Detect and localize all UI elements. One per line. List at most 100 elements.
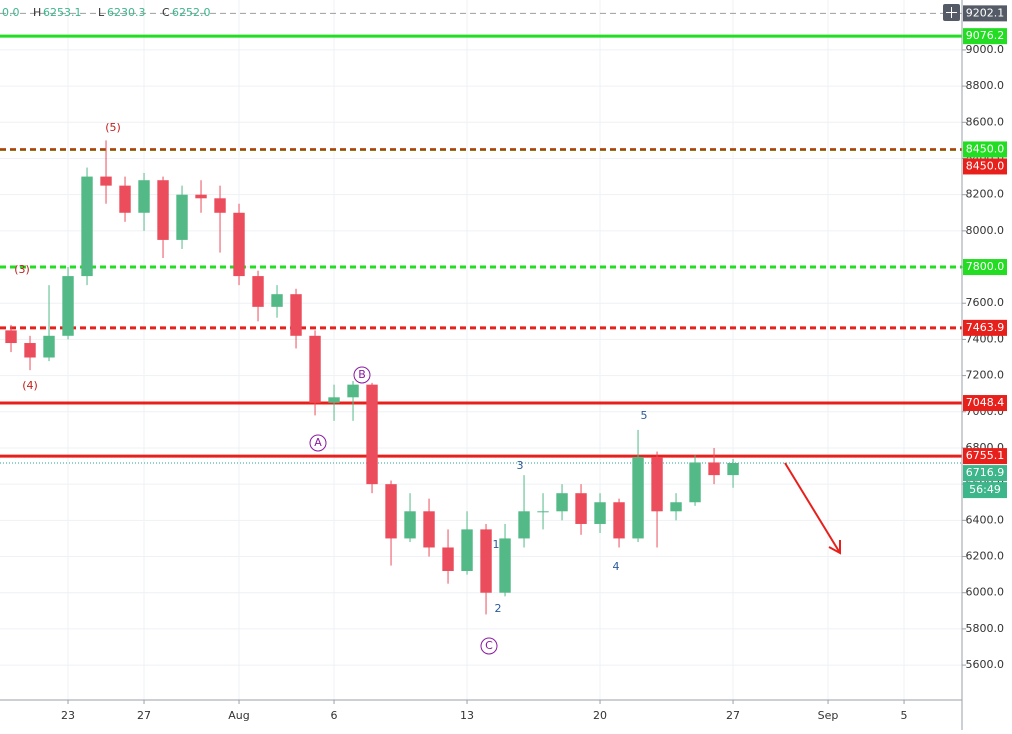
candle-body — [233, 212, 245, 277]
y-tick-label: 8600.0 — [966, 115, 1005, 128]
candle-body — [613, 502, 625, 539]
forecast-arrow — [784, 462, 841, 555]
candle-body — [252, 276, 264, 307]
wave-label: C — [485, 639, 493, 652]
y-tick-label: 7200.0 — [966, 369, 1005, 382]
wave-label: (5) — [105, 121, 121, 134]
ohlc-label: C — [162, 6, 170, 19]
x-tick-label: Aug — [228, 709, 249, 722]
x-tick-label: Sep — [818, 709, 839, 722]
candle-body — [138, 180, 150, 213]
y-tick-label: 6200.0 — [966, 550, 1005, 563]
candle-body — [347, 384, 359, 398]
wave-label: A — [314, 436, 322, 449]
price-tag — [963, 319, 1007, 336]
candle-body — [708, 462, 720, 476]
candle-body — [290, 294, 302, 336]
y-tick-label: 5600.0 — [966, 658, 1005, 671]
price-tag-label: 6716.9 — [966, 466, 1005, 479]
x-tick-label: 23 — [61, 709, 75, 722]
ohlc-label: H — [33, 6, 41, 19]
wave-label: 4 — [613, 560, 620, 573]
candle-body — [689, 462, 701, 503]
y-tick-label: 7600.0 — [966, 296, 1005, 309]
candle-body — [632, 457, 644, 539]
price-tag — [963, 158, 1007, 175]
price-tag — [963, 465, 1007, 482]
y-tick-label: 9000.0 — [966, 43, 1005, 56]
price-tag — [963, 448, 1007, 465]
wave-label: 3 — [517, 459, 524, 472]
y-tick-label: 8200.0 — [966, 188, 1005, 201]
x-tick-label: 6 — [331, 709, 338, 722]
candle-body — [100, 176, 112, 186]
candle-body — [670, 502, 682, 512]
candle-body — [385, 484, 397, 539]
y-tick-label: 8000.0 — [966, 224, 1005, 237]
candle-body — [328, 397, 340, 403]
x-tick-label: 27 — [726, 709, 740, 722]
y-tick-label: 5800.0 — [966, 622, 1005, 635]
candle-body — [727, 462, 739, 476]
candle-body — [442, 547, 454, 572]
wave-circle — [309, 434, 327, 452]
candle-body — [43, 335, 55, 358]
price-tag-label: 8450.0 — [966, 159, 1005, 172]
wave-circle — [480, 637, 498, 655]
wave-label: 1 — [493, 538, 500, 551]
candle-body — [62, 276, 74, 336]
price-tag-label: 7463.9 — [966, 321, 1005, 334]
price-tag — [963, 28, 1007, 45]
candle-body — [651, 457, 663, 512]
wave-label: B — [358, 368, 366, 381]
ohlc-open: 0.0 — [2, 6, 20, 19]
candle-body — [537, 511, 549, 513]
y-tick-label: 8800.0 — [966, 79, 1005, 92]
wave-label: (4) — [22, 379, 38, 392]
candle-body — [366, 384, 378, 485]
price-tag-label: 9202.1 — [966, 6, 1005, 19]
x-tick-label: 5 — [901, 709, 908, 722]
candle-body — [556, 493, 568, 512]
price-tag-label: 8450.0 — [966, 142, 1005, 155]
add-button[interactable] — [943, 4, 960, 21]
candle-body — [423, 511, 435, 548]
candle-body — [518, 511, 530, 539]
candle-body — [195, 194, 207, 199]
candle-body — [81, 176, 93, 277]
countdown: 56:49 — [969, 483, 1001, 496]
countdown-tag — [963, 482, 1007, 499]
candle-body — [5, 330, 17, 344]
x-tick-label: 27 — [137, 709, 151, 722]
y-tick-label: 6000.0 — [966, 586, 1005, 599]
ohlc-high: 6253.1 — [43, 6, 82, 19]
candle-body — [214, 198, 226, 213]
wave-circle — [353, 366, 371, 384]
price-tag-label: 7048.4 — [966, 396, 1005, 409]
candle-body — [157, 180, 169, 240]
candle-body — [404, 511, 416, 539]
ohlc-label: L — [98, 6, 105, 19]
price-tag — [963, 395, 1007, 412]
price-tag-label: 9076.2 — [966, 29, 1005, 42]
candle-body — [271, 294, 283, 307]
y-tick-label: 6400.0 — [966, 513, 1005, 526]
wave-label: (3) — [14, 263, 30, 276]
candle-body — [24, 343, 36, 358]
ohlc-low: 6230.3 — [107, 6, 146, 19]
price-tag-label: 6755.1 — [966, 449, 1005, 462]
price-tag — [963, 259, 1007, 276]
candle-body — [176, 194, 188, 240]
x-tick-label: 20 — [593, 709, 607, 722]
candle-body — [461, 529, 473, 572]
candle-body — [480, 529, 492, 593]
candle-body — [594, 502, 606, 524]
price-tag — [963, 5, 1007, 22]
x-tick-label: 13 — [460, 709, 474, 722]
price-tag — [963, 141, 1007, 158]
wave-label: 5 — [641, 409, 648, 422]
candle-body — [499, 538, 511, 593]
candle-body — [575, 493, 587, 524]
